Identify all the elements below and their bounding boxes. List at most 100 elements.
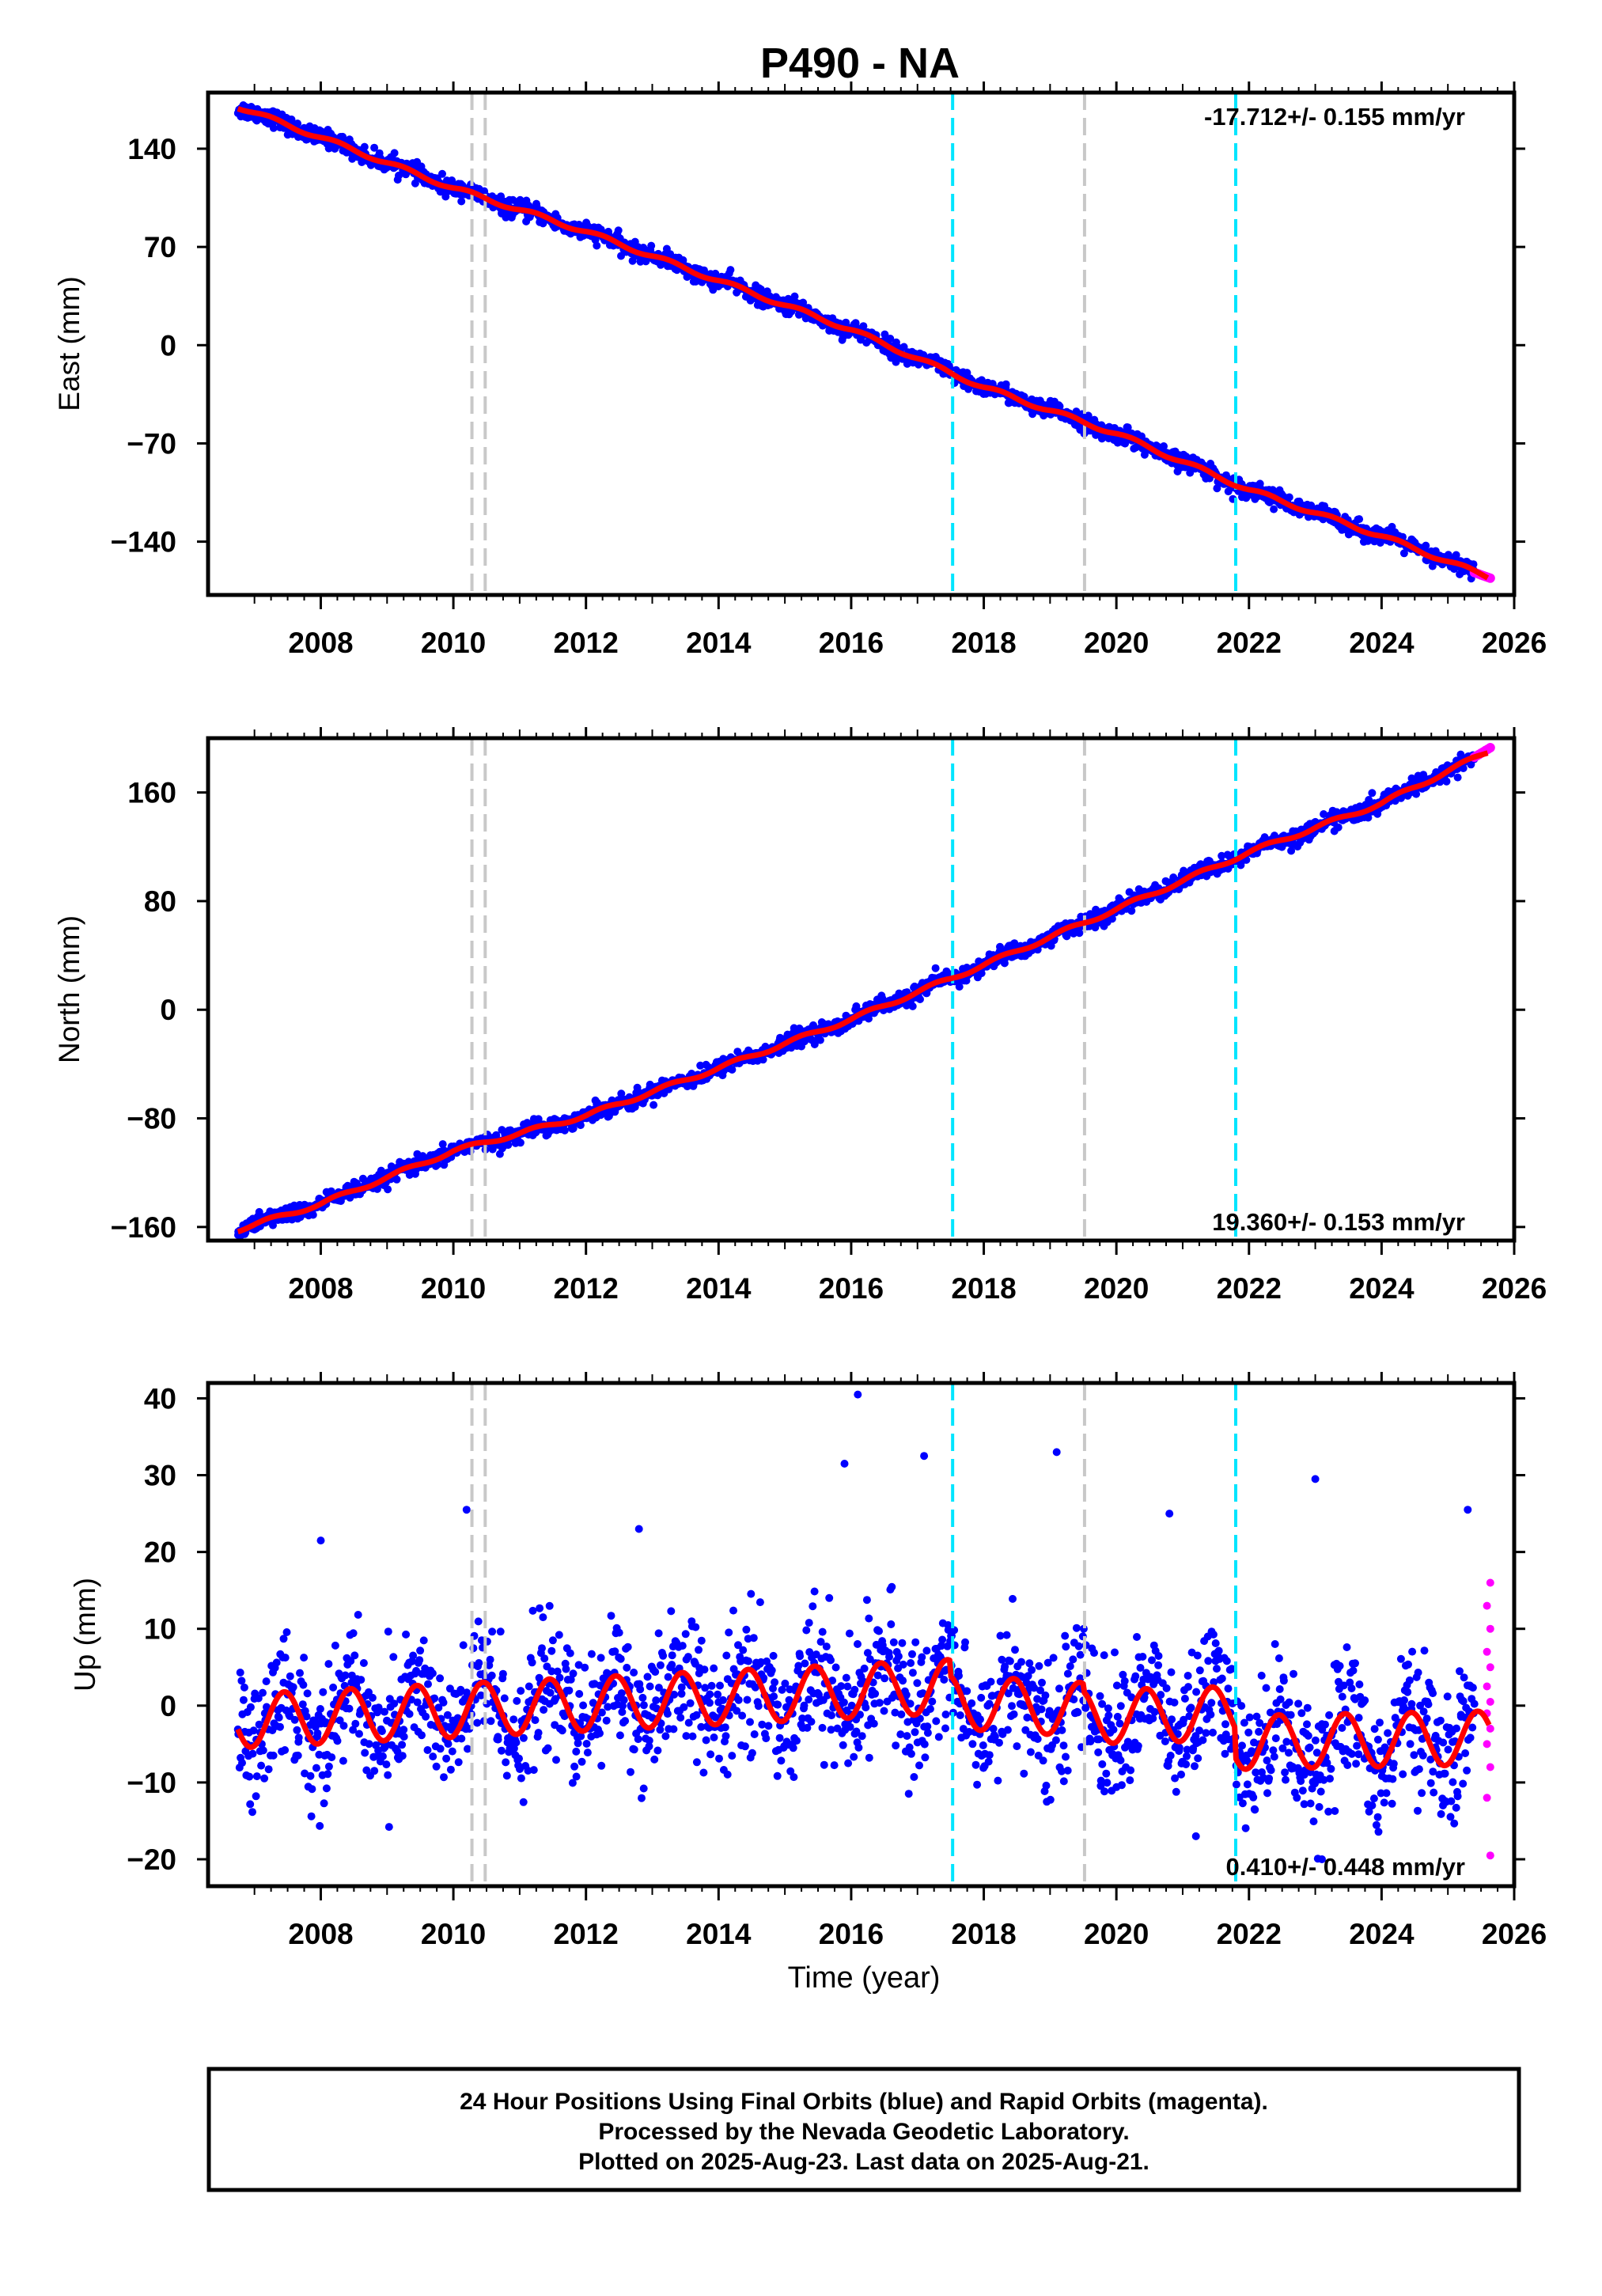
up-final-orbit-point xyxy=(249,1726,258,1735)
up-final-orbit-point xyxy=(875,1627,883,1635)
up-final-orbit-point xyxy=(663,1710,672,1718)
up-final-orbit-point xyxy=(773,1771,782,1780)
east-xtick-label: 2016 xyxy=(819,627,884,659)
east-final-orbit-point xyxy=(390,149,399,157)
east-final-orbit-point xyxy=(842,318,850,327)
up-final-orbit-point xyxy=(725,1628,733,1637)
up-final-orbit-point xyxy=(706,1750,715,1759)
up-final-orbit-point xyxy=(699,1768,708,1777)
north-xtick-label: 2018 xyxy=(951,1272,1016,1305)
north-final-orbit-point xyxy=(633,1083,642,1092)
up-final-orbit-point xyxy=(296,1669,304,1677)
up-final-orbit-point xyxy=(638,1794,646,1802)
up-final-orbit-point xyxy=(547,1646,556,1655)
east-final-orbit-point xyxy=(1270,505,1278,513)
up-final-orbit-point xyxy=(654,1629,663,1638)
up-final-orbit-point xyxy=(767,1666,776,1675)
up-final-orbit-point xyxy=(498,1669,507,1678)
up-final-orbit-point xyxy=(854,1640,862,1648)
up-final-orbit-point xyxy=(543,1744,552,1752)
east-final-orbit-point xyxy=(1355,515,1364,524)
north-final-orbit-point xyxy=(650,1101,658,1109)
north-xtick-label: 2010 xyxy=(421,1272,486,1305)
north-final-orbit-point xyxy=(1075,929,1084,938)
up-final-orbit-point xyxy=(597,1761,606,1770)
up-final-orbit-point xyxy=(487,1671,496,1680)
east-final-orbit-point xyxy=(370,143,379,152)
north-xtick-label: 2012 xyxy=(554,1272,619,1305)
up-final-orbit-point xyxy=(818,1627,827,1636)
up-final-orbit-point xyxy=(345,1704,354,1713)
up-final-orbit-point xyxy=(796,1652,805,1661)
up-final-orbit-point xyxy=(729,1606,737,1615)
east-final-orbit-point xyxy=(1452,551,1460,559)
north-final-orbit-point xyxy=(1010,939,1019,948)
up-final-orbit-point xyxy=(400,1726,408,1734)
up-final-orbit-point xyxy=(377,1727,386,1736)
east-final-orbit-point xyxy=(886,335,895,343)
up-final-orbit-point xyxy=(307,1812,316,1821)
up-final-orbit-point xyxy=(440,1773,448,1782)
east-final-orbit-point xyxy=(614,226,623,235)
east-final-orbit-point xyxy=(1428,562,1437,570)
east-final-orbit-point xyxy=(859,322,868,331)
east-final-orbit-point xyxy=(294,119,302,128)
up-final-orbit-point xyxy=(627,1767,634,1776)
up-final-orbit-point xyxy=(643,1673,652,1681)
east-final-orbit-point xyxy=(1160,442,1168,450)
up-final-orbit-point xyxy=(888,1582,896,1591)
up-final-orbit-point xyxy=(615,1628,623,1637)
up-final-orbit-point xyxy=(259,1688,267,1697)
up-final-orbit-point xyxy=(659,1651,668,1660)
up-final-orbit-point xyxy=(645,1737,653,1745)
north-xtick-label: 2016 xyxy=(819,1272,884,1305)
up-final-orbit-point xyxy=(688,1732,697,1741)
up-final-orbit-point xyxy=(264,1765,273,1774)
up-final-orbit-point xyxy=(880,1707,888,1715)
up-final-orbit-point xyxy=(246,1800,255,1809)
up-final-orbit-point xyxy=(570,1762,579,1771)
up-final-orbit-point xyxy=(275,1713,283,1722)
up-final-orbit-point xyxy=(574,1739,582,1748)
up-final-orbit-point xyxy=(419,1636,428,1645)
east-final-orbit-point xyxy=(851,319,860,328)
east-final-orbit-point xyxy=(1055,402,1064,411)
up-final-orbit-point xyxy=(405,1710,414,1718)
east-xtick-label: 2020 xyxy=(1084,627,1149,659)
up-final-orbit-point xyxy=(252,1772,261,1781)
up-final-orbit-point xyxy=(512,1738,521,1747)
north-final-orbit-point xyxy=(617,1089,626,1098)
up-final-orbit-point xyxy=(457,1734,466,1743)
up-final-orbit-point xyxy=(579,1701,588,1710)
up-final-orbit-point xyxy=(661,1732,670,1741)
up-final-orbit-point xyxy=(746,1718,754,1726)
up-final-orbit-point xyxy=(359,1659,368,1667)
up-final-orbit-point xyxy=(728,1752,737,1760)
up-final-orbit-point xyxy=(370,1767,379,1775)
up-final-orbit-point xyxy=(802,1626,811,1635)
up-final-orbit-point xyxy=(331,1641,339,1650)
up-final-orbit-point xyxy=(534,1729,543,1737)
up-final-orbit-point xyxy=(581,1663,589,1672)
up-final-orbit-point xyxy=(398,1752,407,1760)
up-final-orbit-point xyxy=(290,1715,299,1724)
north-final-orbit-point xyxy=(1000,959,1009,968)
east-final-orbit-point xyxy=(269,123,278,132)
up-final-orbit-point xyxy=(722,1651,731,1660)
up-final-orbit-point xyxy=(248,1749,257,1758)
north-ylabel: North (mm) xyxy=(53,915,85,1063)
up-final-orbit-point xyxy=(236,1669,244,1677)
up-final-orbit-point xyxy=(293,1726,301,1734)
up-final-orbit-point xyxy=(805,1619,813,1627)
up-final-orbit-point xyxy=(858,1732,866,1741)
up-final-orbit-point xyxy=(764,1722,773,1730)
up-final-orbit-point xyxy=(684,1653,692,1661)
up-final-orbit-point xyxy=(810,1587,819,1596)
up-final-orbit-point xyxy=(707,1681,716,1690)
north-ytick-label: 0 xyxy=(160,994,176,1026)
up-final-orbit-point xyxy=(818,1723,827,1732)
north-final-orbit-point xyxy=(560,1126,569,1135)
